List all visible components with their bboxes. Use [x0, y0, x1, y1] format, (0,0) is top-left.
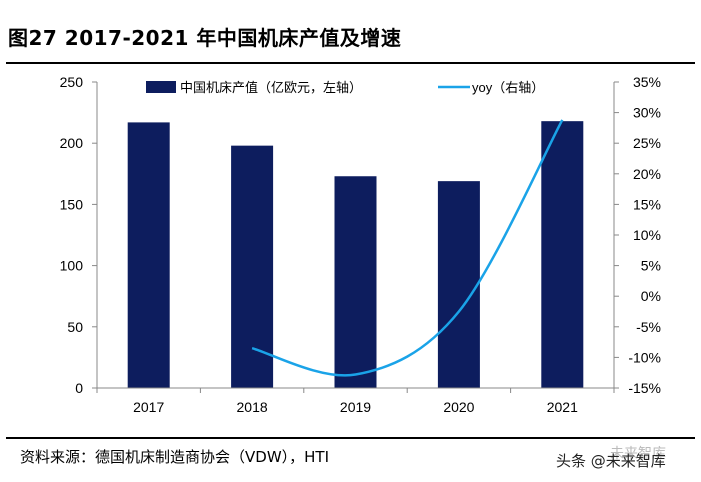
chart-canvas: 0 50 100 150 200 250 -15% -10% -5% 0% 5% 10% 15% 20% 2…: [60, 74, 661, 415]
x-tick-label: 2017: [133, 399, 164, 415]
right-tick-label: 10%: [633, 227, 661, 243]
right-tick-label: 25%: [633, 135, 661, 151]
line-group: [251, 119, 564, 377]
bar-2020: [437, 181, 480, 388]
axes-group: 0 50 100 150 200 250 -15% -10% -5% 0% 5% 10% 15% 20% 2…: [60, 74, 661, 415]
x-tick-label: 2021: [547, 399, 578, 415]
legend-swatch-bar: [146, 81, 176, 93]
right-tick-label: 20%: [633, 166, 661, 182]
bar-2018: [231, 145, 274, 388]
left-tick-label: 50: [67, 319, 83, 335]
left-tick-label: 200: [60, 135, 84, 151]
legend: 中国机床产值（亿欧元，左轴） yoy（右轴）: [146, 80, 544, 95]
bar-2021: [541, 121, 584, 388]
legend-label-line: yoy（右轴）: [472, 80, 544, 95]
right-tick-label: 30%: [633, 105, 661, 121]
right-tick-label: -10%: [628, 349, 661, 365]
source-note: 资料来源：德国机床制造商协会（VDW），HTI: [20, 448, 330, 466]
figure-title: 图27 2017-2021 年中国机床产值及增速: [8, 26, 402, 50]
legend-label-bar: 中国机床产值（亿欧元，左轴）: [180, 80, 362, 95]
watermark-faint: 未来智库: [610, 446, 666, 462]
yoy-line: [251, 119, 564, 377]
right-tick-label: -5%: [636, 319, 661, 335]
left-tick-label: 250: [60, 74, 84, 90]
source-rule: [6, 437, 695, 439]
x-tick-label: 2020: [443, 399, 474, 415]
bar-2017: [127, 122, 170, 388]
right-tick-label: 5%: [641, 258, 661, 274]
right-tick-label: -15%: [628, 380, 661, 396]
watermark: 头条 @未来智库: [556, 452, 666, 470]
left-tick-label: 0: [75, 380, 83, 396]
left-tick-label: 150: [60, 196, 84, 212]
bar-2019: [334, 176, 377, 388]
left-tick-label: 100: [60, 258, 84, 274]
right-tick-label: 15%: [633, 196, 661, 212]
x-tick-label: 2018: [237, 399, 268, 415]
right-tick-label: 35%: [633, 74, 661, 90]
x-tick-label: 2019: [340, 399, 371, 415]
right-tick-label: 0%: [641, 288, 661, 304]
bars-group: [127, 121, 584, 388]
title-rule: [6, 62, 695, 64]
